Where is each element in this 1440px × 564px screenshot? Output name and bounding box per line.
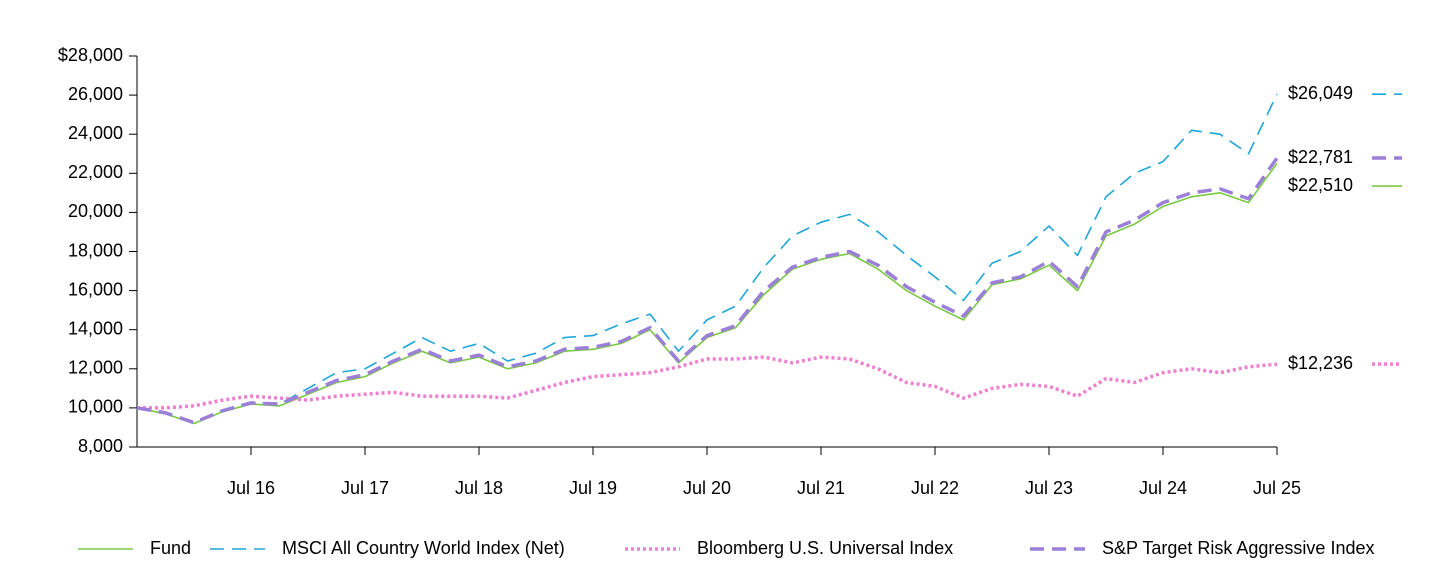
series-line — [136, 162, 1278, 425]
y-tick-label: 16,000 — [68, 279, 123, 299]
legend-label: S&P Target Risk Aggressive Index — [1102, 538, 1374, 558]
x-tick-label: Jul 16 — [227, 478, 275, 498]
x-tick-label: Jul 24 — [1139, 478, 1187, 498]
end-label: $22,510 — [1288, 175, 1353, 195]
y-tick-label: 8,000 — [78, 436, 123, 456]
x-tick-label: Jul 18 — [455, 478, 503, 498]
y-tick-label: 14,000 — [68, 318, 123, 338]
y-tick-label: 10,000 — [68, 397, 123, 417]
x-tick-label: Jul 19 — [569, 478, 617, 498]
legend-label: Fund — [150, 538, 191, 558]
x-tick-label: Jul 17 — [341, 478, 389, 498]
x-tick-label: Jul 22 — [911, 478, 959, 498]
y-tick-label: 12,000 — [68, 358, 123, 378]
end-label: $22,781 — [1288, 147, 1353, 167]
series-line — [136, 93, 1278, 425]
y-tick-label: 26,000 — [68, 84, 123, 104]
series-line — [136, 156, 1279, 425]
y-tick-label: $28,000 — [58, 45, 123, 65]
x-tick-label: Jul 25 — [1253, 478, 1301, 498]
legend-label: MSCI All Country World Index (Net) — [282, 538, 565, 558]
legend-label: Bloomberg U.S. Universal Index — [697, 538, 953, 558]
end-label: $12,236 — [1288, 353, 1353, 373]
y-tick-label: 24,000 — [68, 123, 123, 143]
x-tick-label: Jul 23 — [1025, 478, 1073, 498]
series-line — [137, 355, 1278, 410]
x-tick-label: Jul 21 — [797, 478, 845, 498]
x-tick-label: Jul 20 — [683, 478, 731, 498]
y-tick-label: 22,000 — [68, 162, 123, 182]
y-tick-label: 20,000 — [68, 201, 123, 221]
y-tick-label: 18,000 — [68, 240, 123, 260]
end-label: $26,049 — [1288, 83, 1353, 103]
